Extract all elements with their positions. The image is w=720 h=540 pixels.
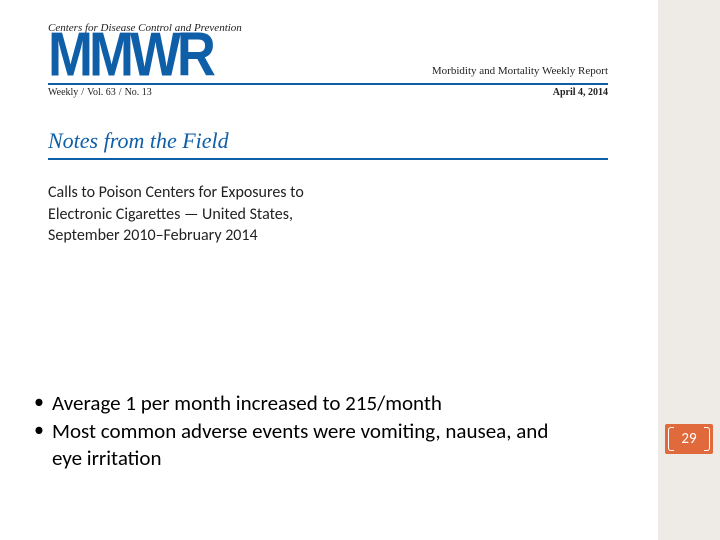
section-rule <box>48 158 608 160</box>
bullet-text: Average 1 per month increased to 215/mon… <box>52 390 442 416</box>
page-number: 29 <box>681 430 696 448</box>
article-title: Calls to Poison Centers for Exposures to… <box>48 182 448 247</box>
bullet-text: Most common adverse events were vomiting… <box>52 418 548 470</box>
morbidity-line: Morbidity and Mortality Weekly Report <box>432 65 608 80</box>
notes-block: Notes from the Field Calls to Poison Cen… <box>48 128 608 247</box>
mmwr-logo-row: MMWR Morbidity and Mortality Weekly Repo… <box>48 36 608 80</box>
mmwr-logo: MMWR <box>48 29 212 80</box>
article-title-line2: Electronic Cigarettes — United States, <box>48 205 293 224</box>
list-item: Most common adverse events were vomiting… <box>30 418 550 471</box>
section-title: Notes from the Field <box>48 128 608 154</box>
article-title-line1: Calls to Poison Centers for Exposures to <box>48 183 304 202</box>
list-item: Average 1 per month increased to 215/mon… <box>30 390 550 416</box>
issue-date: April 4, 2014 <box>553 87 608 98</box>
page-number-badge: 29 <box>665 424 713 454</box>
side-strip <box>658 0 720 540</box>
article-title-line3: September 2010–February 2014 <box>48 226 258 245</box>
mmwr-header-image: Centers for Disease Control and Preventi… <box>48 22 608 247</box>
bullet-list: Average 1 per month increased to 215/mon… <box>30 390 550 473</box>
